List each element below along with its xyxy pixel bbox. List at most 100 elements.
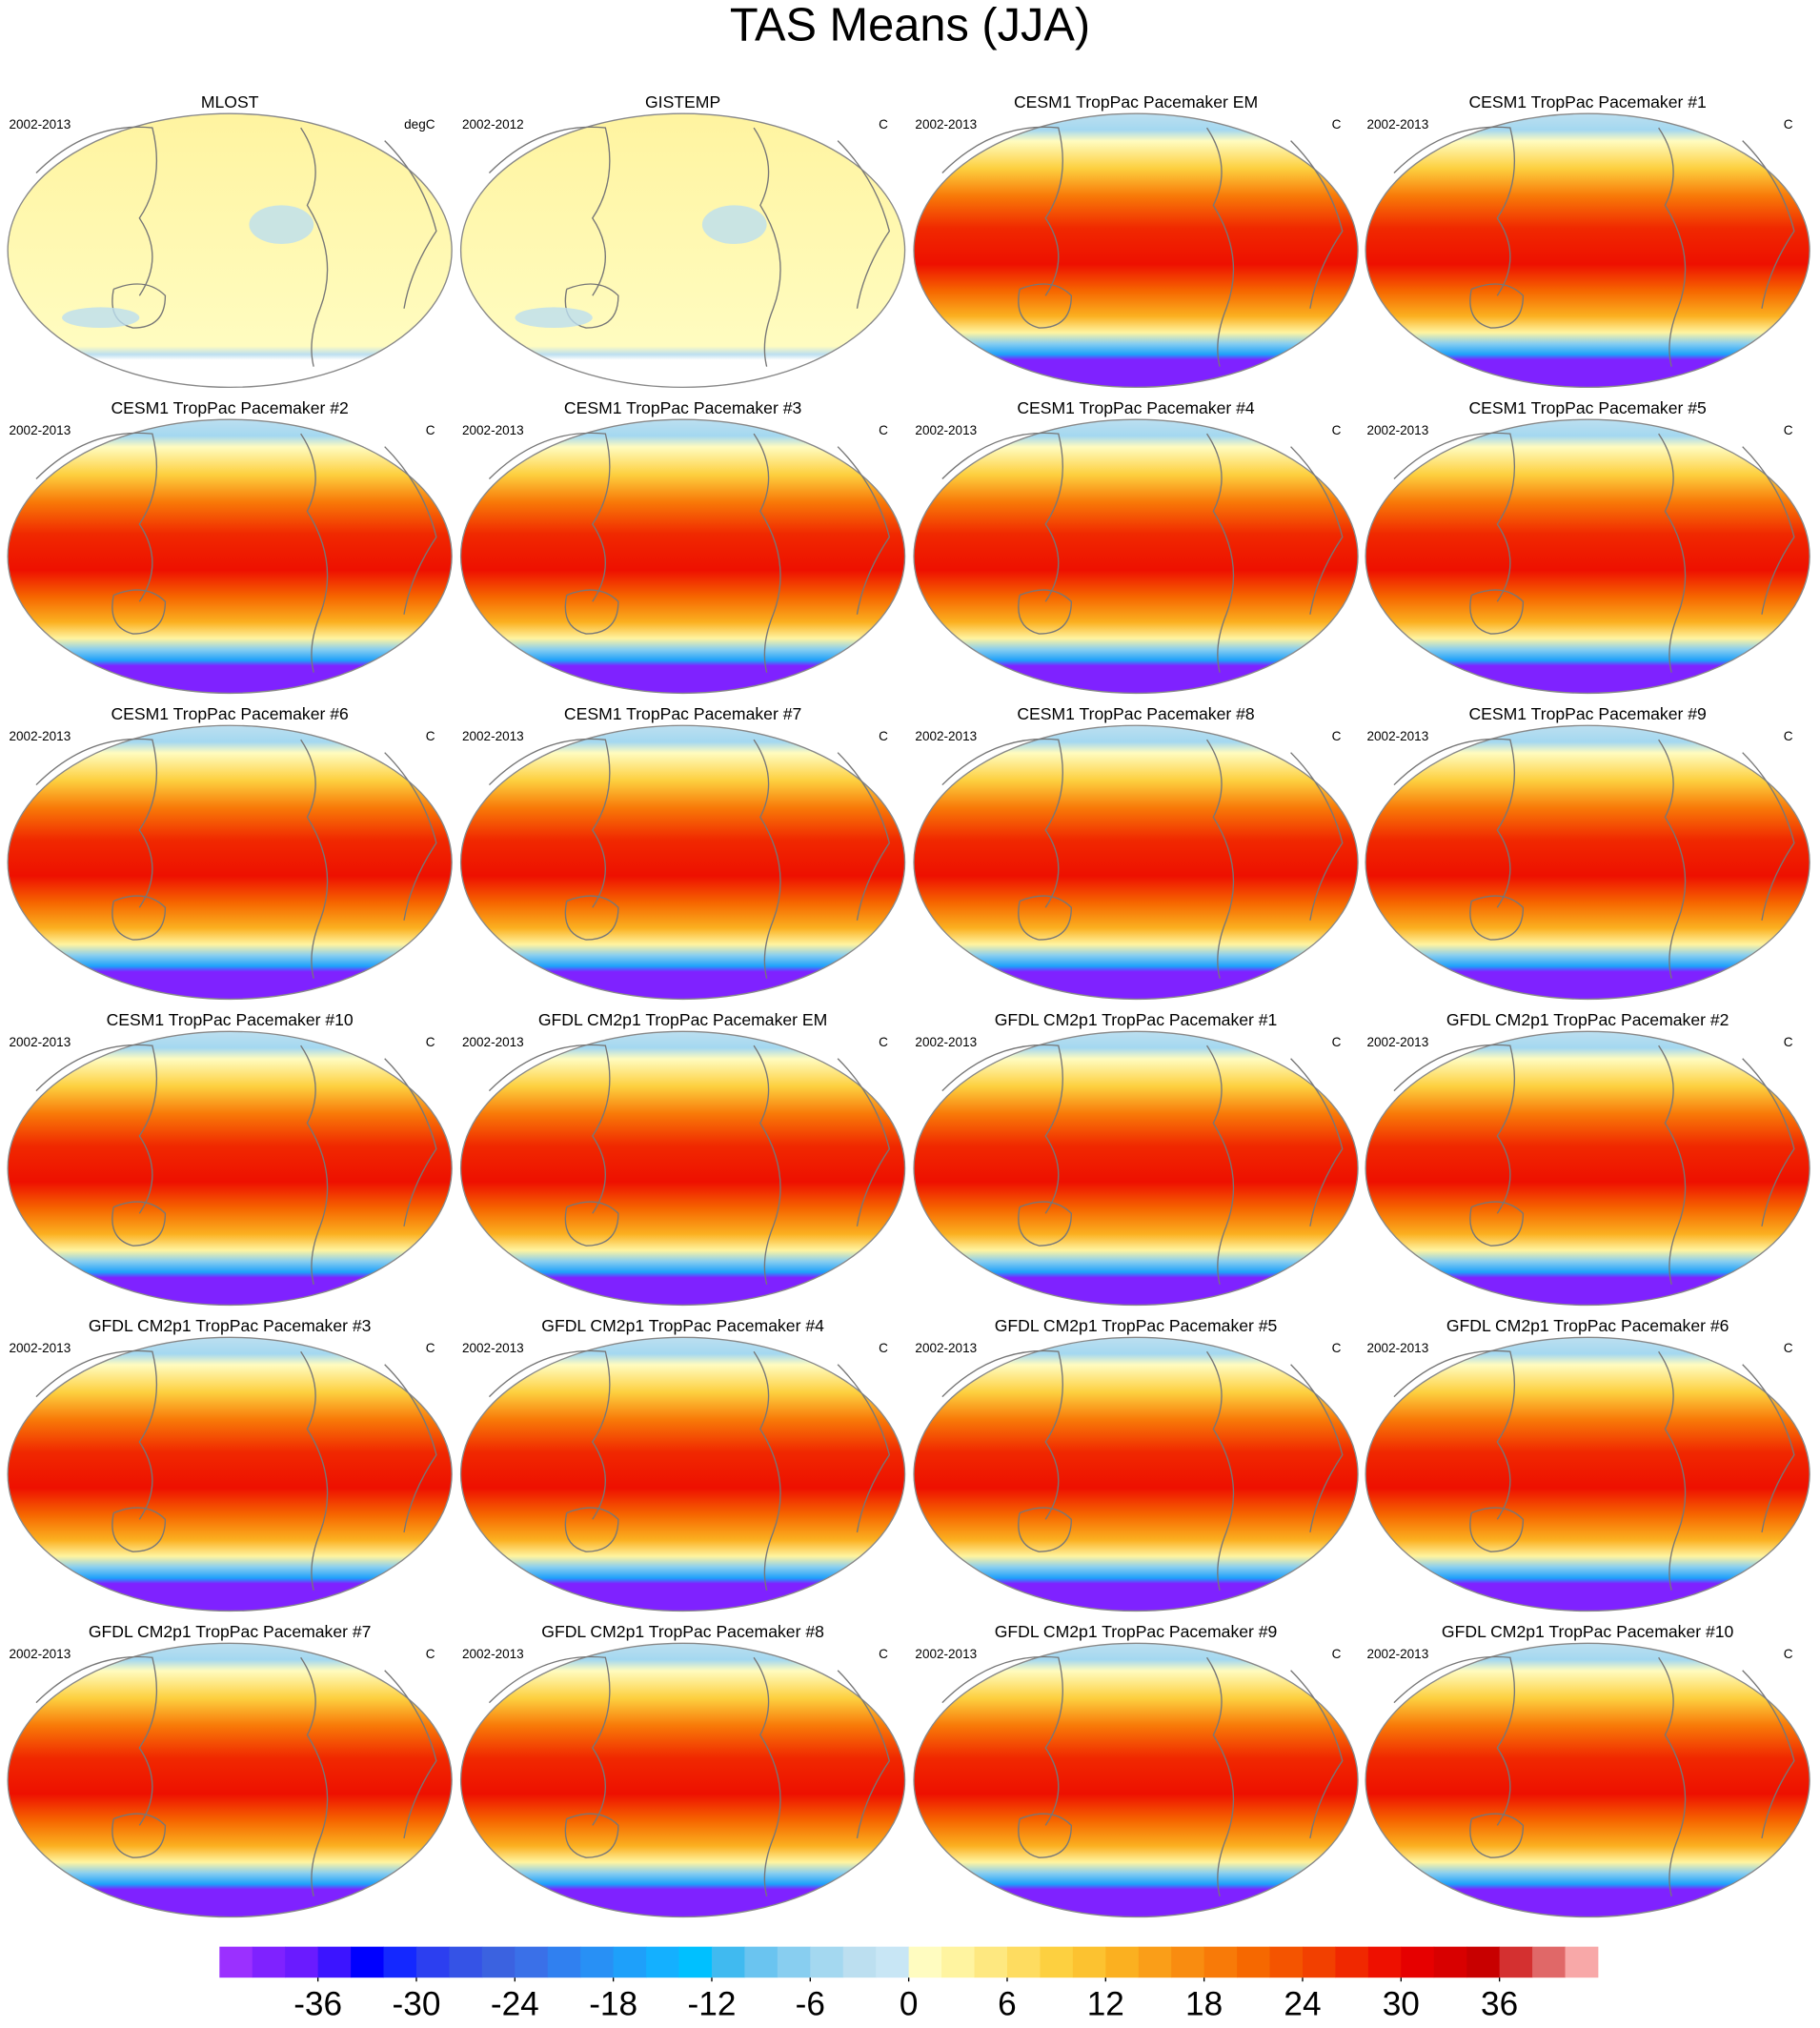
panel-period: 2002-2013 [915,423,977,437]
coastline [1205,433,1235,673]
continents [488,1044,891,1285]
colorbar-label: -12 [688,1985,737,2022]
coastline [1290,1364,1344,1532]
continents [488,1655,891,1896]
coastline [384,752,437,921]
obs-patch [701,205,767,245]
coastline [300,433,329,673]
colorbar-box [1171,1946,1205,1978]
continents [488,432,891,673]
colorbar-box [383,1946,417,1978]
colorbar-box [481,1946,516,1978]
panel-period: 2002-2013 [462,1341,524,1355]
continents [35,1349,437,1591]
colorbar-box [1565,1946,1599,1978]
coastline [1658,127,1687,367]
panel-title: CESM1 TropPac Pacemaker #7 [564,704,801,723]
coastline [35,1655,158,1826]
panel-units: C [1332,729,1342,743]
obs-patch [249,205,314,245]
figure-title: TAS Means (JJA) [730,0,1090,51]
coastline [1742,1364,1795,1532]
coastline [564,895,619,941]
panel-title: GISTEMP [645,92,720,112]
panel-title: GFDL CM2p1 TropPac Pacemaker #6 [1446,1316,1729,1335]
continents [941,1044,1344,1285]
coastline [488,1349,611,1520]
panel-units: C [1784,1035,1793,1049]
colorbar-label: -24 [491,1985,539,2022]
panel-period: 2002-2013 [10,1035,71,1049]
map-field [913,418,1359,695]
panel-period: 2002-2013 [10,423,71,437]
coastline [1290,1058,1344,1227]
coastline [300,1656,329,1896]
colorbar-box [1466,1946,1501,1978]
coastline [300,1350,329,1591]
obs-patch [62,307,140,329]
map-field [1365,1030,1810,1307]
coastline [384,1058,437,1227]
panel-period: 2002-2013 [915,729,977,743]
panel-title: GFDL CM2p1 TropPac Pacemaker #9 [995,1622,1278,1641]
panel-units: C [426,729,435,743]
panel-units: C [1332,117,1342,132]
panel-period: 2002-2013 [10,729,71,743]
colorbar-box [547,1946,581,1978]
panel-title: CESM1 TropPac Pacemaker #9 [1468,704,1706,723]
map-field [913,1336,1359,1612]
colorbar-label: 30 [1383,1985,1420,2022]
map-field [913,1030,1359,1307]
colorbar-box [842,1946,877,1978]
map-field [7,724,453,1001]
coastline [488,738,611,908]
coastline [837,752,891,921]
continents [35,432,437,673]
coastline [488,126,611,296]
panel-units: C [1332,1035,1342,1049]
coastline [488,432,611,602]
coastline [1469,283,1525,329]
map-field [459,724,906,1001]
panel-units: C [879,1341,888,1355]
panel-units: C [1784,1341,1793,1355]
coastline [564,1201,619,1247]
continents [941,1655,1344,1896]
panel-units: C [426,423,435,437]
continents [941,1349,1344,1591]
coastline [837,1058,891,1227]
map-field [459,1030,906,1307]
colorbar-box [1335,1946,1369,1978]
panel-title: GFDL CM2p1 TropPac Pacemaker #10 [1442,1622,1734,1641]
map-field [459,418,906,695]
coastline [111,589,167,635]
coastline [1742,1058,1795,1227]
coastline [1018,895,1072,941]
panel-title: CESM1 TropPac Pacemaker #10 [107,1010,354,1029]
panel-units: C [1332,423,1342,437]
coastline [111,1813,167,1858]
continents [1393,1044,1795,1285]
panel-period: 2002-2013 [1367,1341,1429,1355]
panel-title: CESM1 TropPac Pacemaker #8 [1017,704,1255,723]
coastline [753,1044,781,1285]
panel-units: C [879,423,888,437]
map-field [7,1642,453,1918]
coastline [1393,126,1516,296]
map-field [459,1336,906,1612]
coastline [488,1044,611,1214]
coastline [941,432,1063,602]
panel-units: C [879,117,888,132]
map-field [913,724,1359,1001]
coastline [384,1364,437,1532]
coastline [1290,1670,1344,1838]
colorbar-box [1072,1946,1106,1978]
coastline [1393,1349,1516,1520]
coastline [35,432,158,602]
continents [35,1655,437,1896]
coastline [753,1350,781,1591]
colorbar-label: 36 [1481,1985,1518,2022]
panel-units: degC [404,117,435,132]
panel-title: CESM1 TropPac Pacemaker #6 [111,704,349,723]
coastline [1469,1201,1525,1247]
